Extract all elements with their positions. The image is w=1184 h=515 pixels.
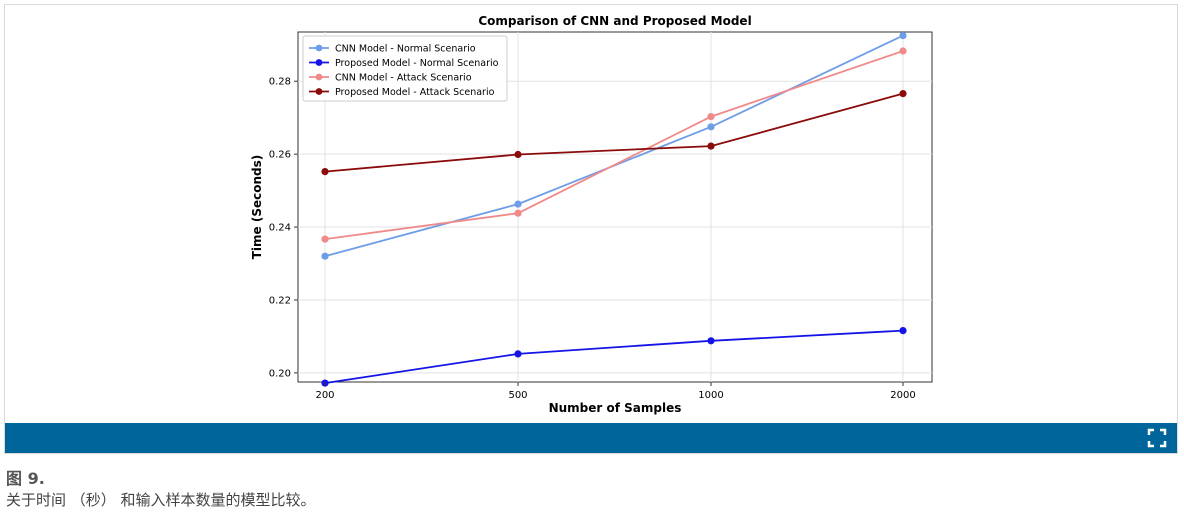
y-tick-label: 0.20	[269, 368, 291, 379]
legend-swatch-marker	[315, 73, 323, 81]
legend-swatch-marker	[315, 88, 323, 95]
data-point-s3-500	[514, 209, 522, 217]
expand-icon-glyph	[1147, 428, 1167, 448]
data-point-s3-1000	[707, 113, 715, 121]
figure-frame: 200 500 1000 2000 0.20 0.22 0.24 0.26 0.28 Compa…	[4, 4, 1178, 454]
figure-caption: 关于时间 （秒） 和输入样本数量的模型比较。	[6, 491, 316, 509]
y-tick-label: 0.22	[269, 295, 291, 306]
series-line-2	[324, 329, 904, 384]
legend-swatch-marker	[315, 44, 323, 52]
data-point-s2-500	[514, 350, 522, 358]
data-point-s1-1000	[707, 123, 715, 131]
legend-entry-label: CNN Model - Attack Scenario	[335, 73, 472, 84]
data-point-s4-500	[514, 150, 522, 159]
series-line-4	[324, 92, 904, 173]
line-chart: 200 500 1000 2000 0.20 0.22 0.24 0.26 0.28 Compa…	[250, 14, 933, 415]
legend-box	[302, 35, 508, 102]
x-axis-label: Number of Samples	[549, 401, 682, 415]
x-tick-label: 500	[508, 390, 527, 401]
x-tick-label: 2000	[890, 390, 915, 401]
legend: CNN Model - Normal Scenario Proposed Mode…	[302, 35, 508, 102]
data-point-s1-200	[321, 252, 329, 260]
legend-entry-label: Proposed Model - Attack Scenario	[335, 87, 495, 98]
data-point-s2-1000	[707, 337, 715, 345]
y-tick-label: 0.26	[269, 150, 291, 161]
data-point-s2-2000	[899, 327, 907, 335]
data-point-s4-1000	[707, 142, 715, 150]
expand-icon[interactable]	[1147, 428, 1167, 448]
legend-swatch-marker	[315, 59, 323, 66]
tick-layer: 200 500 1000 2000 0.20 0.22 0.24 0.26 0.28	[269, 77, 916, 401]
figure-label: 图 9.	[6, 469, 45, 488]
legend-entry-label: Proposed Model - Normal Scenario	[335, 58, 499, 69]
legend-entry-label: CNN Model - Normal Scenario	[335, 44, 476, 55]
y-tick-label: 0.28	[269, 77, 291, 88]
data-point-s1-2000	[899, 32, 907, 40]
series-layer	[321, 32, 907, 387]
data-point-s3-2000	[899, 47, 907, 55]
figure-toolbar	[5, 423, 1177, 453]
y-axis-label: Time (Seconds)	[250, 155, 264, 260]
data-point-s3-200	[321, 235, 329, 243]
x-tick-label: 200	[315, 390, 334, 401]
y-tick-label: 0.24	[269, 223, 291, 234]
x-tick-label: 1000	[698, 390, 723, 401]
data-point-s4-2000	[899, 90, 907, 98]
data-point-s4-200	[321, 168, 329, 176]
chart-title: Comparison of CNN and Proposed Model	[478, 14, 751, 28]
series-line-3	[324, 50, 904, 240]
data-point-s1-500	[514, 200, 522, 208]
